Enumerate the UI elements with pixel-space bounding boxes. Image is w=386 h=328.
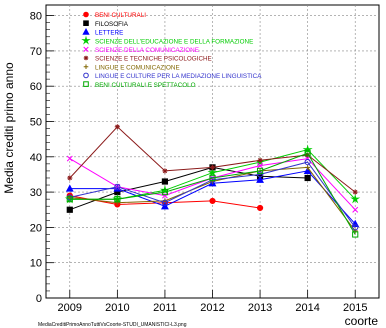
data-point — [67, 175, 73, 181]
data-point — [257, 162, 264, 169]
series-beni-culturali-e-spettacolo — [66, 150, 359, 238]
legend-marker — [83, 64, 89, 69]
legend-label: FILOSOFIA — [95, 21, 129, 28]
y-axis-label: Media crediti primo anno — [2, 62, 16, 194]
legend-item: BENI CULTURALI — [83, 11, 146, 19]
legend-label: LINGUE E CULTURE PER LA MEDIAZIONE LINGU… — [95, 73, 262, 80]
data-point — [305, 152, 311, 158]
data-point — [114, 183, 121, 190]
legend-marker — [83, 81, 89, 87]
y-tick-label: 10 — [30, 258, 42, 270]
series-line — [69, 166, 308, 211]
data-point — [66, 206, 73, 213]
legend-item: SCIENZE DELLA COMUNICAZIONE — [83, 46, 199, 54]
legend-marker — [83, 72, 89, 79]
data-point — [352, 224, 359, 231]
data-point — [350, 193, 361, 204]
y-tick-label: 50 — [30, 116, 42, 128]
data-point — [256, 204, 264, 212]
data-point — [209, 197, 216, 205]
y-tick-label: 60 — [30, 81, 42, 93]
y-tick-label: 70 — [30, 46, 42, 58]
legend-item: LETTERE — [82, 28, 123, 37]
data-point — [114, 124, 120, 130]
data-point — [304, 158, 311, 166]
x-axis-label: coorte — [345, 314, 379, 328]
legend-label: SCIENZE DELL'EDUCAZIONE E DELLA FORMAZIO… — [95, 38, 253, 45]
data-point — [161, 192, 168, 199]
y-tick-label: 0 — [36, 293, 42, 305]
y-tick-label: 80 — [30, 11, 42, 23]
data-point — [304, 174, 311, 182]
x-tick-label: 2013 — [248, 302, 272, 314]
data-point — [305, 164, 311, 170]
data-point — [209, 174, 216, 182]
x-tick-label: 2012 — [200, 302, 224, 314]
data-point — [66, 155, 73, 162]
legend-item: LINGUE E CULTURE PER LA MEDIAZIONE LINGU… — [83, 72, 262, 80]
legend-label: LETTERE — [95, 30, 123, 37]
legend-marker — [83, 46, 89, 52]
data-point — [209, 164, 216, 170]
legend-marker — [83, 11, 89, 18]
series-layer — [64, 124, 361, 238]
y-tick-label: 20 — [30, 222, 42, 234]
data-point — [66, 196, 73, 203]
legend-label: BENI CULTURALI E SPETTACOLO — [95, 82, 196, 89]
data-point — [304, 150, 311, 157]
data-point — [256, 171, 264, 178]
x-tick-label: 2011 — [153, 302, 177, 314]
x-tick-label: 2015 — [343, 302, 367, 314]
series-scienze-e-tecniche-psicologiche — [67, 124, 358, 195]
data-point — [114, 196, 121, 203]
legend-item: LINGUE E COMUNICAZIONE — [83, 64, 180, 71]
legend-label: LINGUE E COMUNICAZIONE — [95, 64, 180, 71]
legend-item: SCIENZE DELL'EDUCAZIONE E DELLA FORMAZIO… — [81, 35, 253, 45]
series-line — [69, 152, 356, 235]
legend-label: SCIENZE DELLA COMUNICAZIONE — [95, 47, 199, 54]
y-tick-label: 40 — [30, 152, 42, 164]
data-point — [161, 199, 169, 206]
data-point — [256, 167, 264, 175]
data-point — [207, 167, 218, 177]
data-point — [352, 206, 359, 213]
grid — [46, 5, 379, 298]
data-point — [161, 188, 169, 196]
legend-item: SCIENZE E TECNICHE PSICOLOGICHE — [83, 55, 212, 63]
data-point — [303, 166, 312, 175]
data-point — [160, 202, 169, 210]
data-point — [114, 200, 120, 206]
x-tick-label: 2014 — [295, 302, 319, 314]
legend-item: BENI CULTURALI E SPETTACOLO — [83, 81, 196, 89]
footer-filename: MediaCreditiPrimoAnnoTuttiVsCoorte-STUDI… — [38, 322, 187, 328]
data-point — [352, 231, 359, 238]
legend-marker — [83, 20, 89, 26]
data-point — [257, 157, 263, 163]
data-point — [161, 178, 169, 185]
x-tick-label: 2009 — [58, 302, 82, 314]
data-point — [162, 168, 168, 174]
legend-marker — [83, 55, 89, 61]
legend-marker — [82, 28, 90, 35]
axes: 0 10 20 30 40 50 60 70 80 2009 2010 2011 2012 2013 201… — [30, 11, 368, 314]
y-tick-label: 30 — [30, 187, 42, 199]
data-point — [352, 189, 358, 195]
data-point — [65, 184, 74, 192]
legend-label: SCIENZE E TECNICHE PSICOLOGICHE — [95, 56, 212, 63]
legend-item: FILOSOFIA — [83, 20, 129, 28]
series-line — [69, 161, 356, 228]
data-point — [256, 175, 265, 183]
x-tick-label: 2010 — [105, 302, 129, 314]
legend-label: BENI CULTURALI — [95, 12, 146, 19]
legend-marker — [81, 35, 91, 45]
